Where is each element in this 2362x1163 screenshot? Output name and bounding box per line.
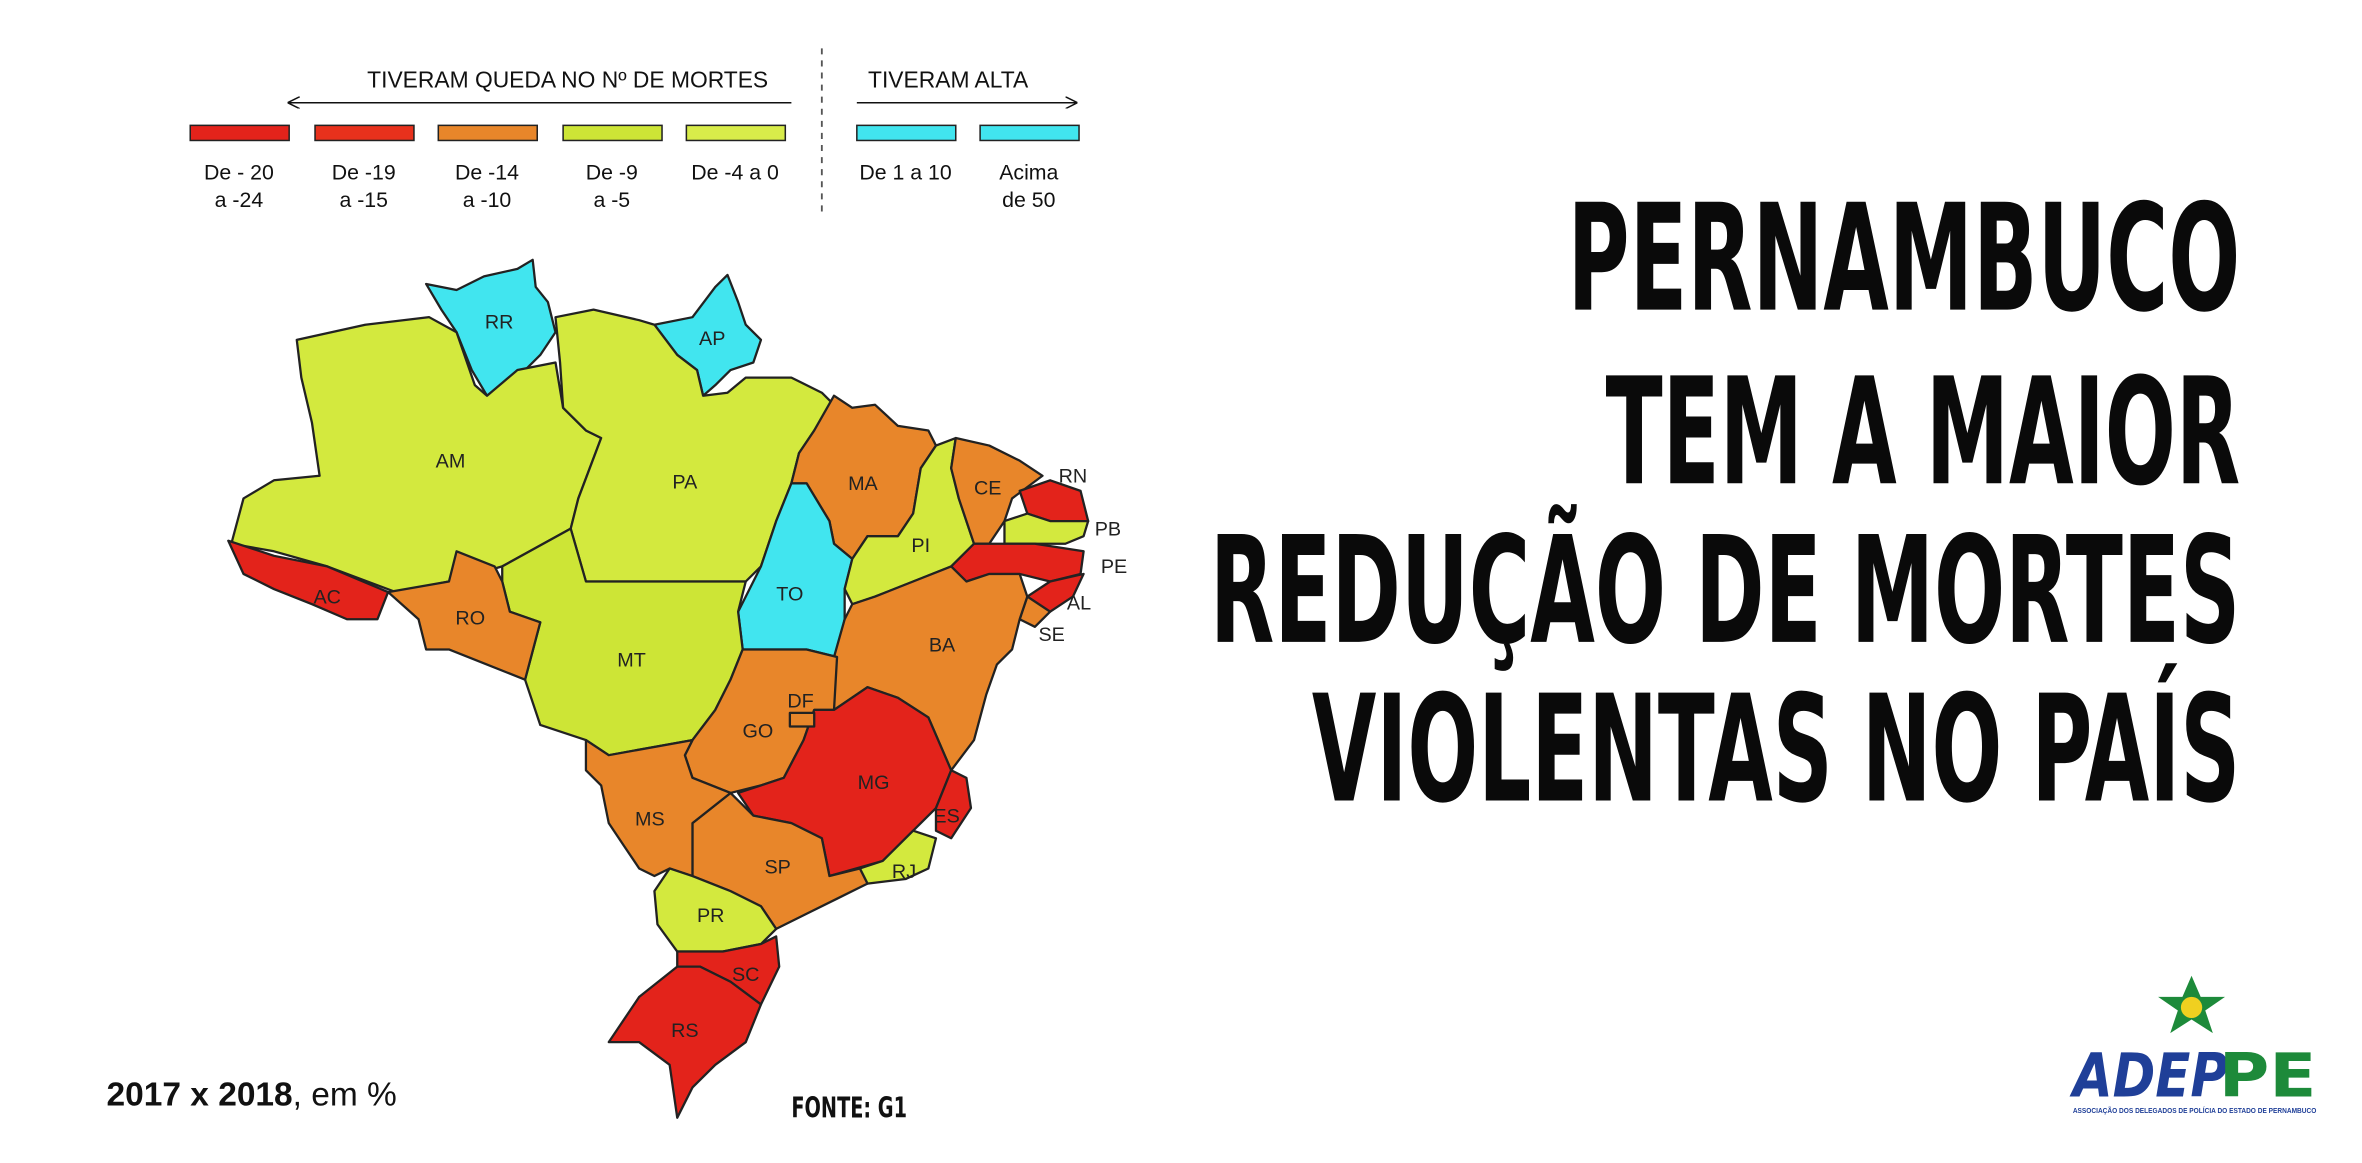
state-label: MS	[635, 808, 665, 830]
logo-emblem	[2180, 996, 2203, 1019]
state-label: TO	[776, 583, 803, 605]
legend-swatch	[979, 124, 1080, 142]
legend-swatch	[562, 124, 663, 142]
state	[934, 769, 973, 840]
headline-line: TEM A MAIOR	[1606, 347, 2241, 519]
state-label: AP	[699, 328, 725, 350]
logo-name: ADEP	[2069, 1042, 2228, 1112]
state	[788, 711, 816, 728]
state-label: PR	[697, 905, 724, 927]
state-label: RO	[455, 608, 485, 630]
headline-line: PERNAMBUCO	[1568, 173, 2241, 345]
state-label: MG	[858, 772, 890, 794]
legend-label: De 1 a 10	[859, 162, 951, 185]
state	[227, 539, 390, 621]
legend-label: De -4 a 0	[691, 162, 779, 185]
legend-label: De - 20	[204, 162, 274, 185]
state-label: SE	[1038, 624, 1064, 646]
source: FONTE: G1	[791, 1091, 907, 1125]
legend-swatch	[856, 124, 957, 142]
legend-label: a -24	[215, 189, 264, 212]
state-label: AM	[436, 450, 466, 472]
state-label: PB	[1095, 518, 1121, 540]
state-label: PE	[1101, 556, 1127, 578]
state-label: PI	[911, 535, 930, 557]
legend-header: TIVERAM QUEDA NO Nº DE MORTES	[367, 67, 768, 93]
legend-label: a -15	[339, 189, 388, 212]
state	[858, 829, 938, 885]
legend-label: de 50	[1002, 189, 1055, 212]
state-label: SC	[732, 964, 759, 986]
legend-label: De -9	[586, 162, 638, 185]
state-label: SP	[764, 857, 790, 879]
headline-line: VIOLENTAS NO PAÍS	[1312, 663, 2240, 836]
legend-swatch	[314, 124, 415, 142]
legend-label: De -14	[455, 162, 519, 185]
period-note: 2017 x 2018, em %	[107, 1077, 397, 1114]
state-label: MT	[617, 650, 646, 672]
state-label: PA	[672, 472, 698, 494]
legend-label: a -5	[593, 189, 630, 212]
state-label: RN	[1059, 466, 1088, 488]
legend-header: TIVERAM ALTA	[868, 67, 1029, 93]
period: 2017 x 2018	[107, 1077, 293, 1114]
state-label: AC	[313, 586, 340, 608]
state	[386, 550, 542, 681]
legend: De - 20 a -24 De -19 a -15 De -14 a -10 De -9 a…	[189, 124, 1080, 212]
state-label: DF	[787, 691, 813, 713]
state-label: RJ	[892, 861, 916, 883]
state	[607, 965, 763, 1119]
legend-label: Acima	[999, 162, 1058, 185]
state-label: BA	[929, 635, 956, 657]
state-label: CE	[974, 478, 1001, 500]
legend-label: De -19	[332, 162, 396, 185]
state-label: RR	[485, 311, 514, 333]
legend-label: a -10	[463, 189, 512, 212]
state-label: MA	[848, 473, 879, 495]
legend-swatch	[685, 124, 787, 142]
state-label: GO	[743, 721, 774, 743]
state-label: RS	[671, 1020, 698, 1042]
logo: ADEP PE ASSOCIAÇÃO DOS DELEGADOS DE POLÍ…	[2069, 975, 2317, 1115]
legend-swatch	[437, 124, 538, 142]
state-label: AL	[1067, 592, 1091, 614]
headline-line: REDUÇÃO DE MORTES	[1210, 504, 2240, 677]
legend-swatch	[189, 124, 290, 142]
logo-tagline: ASSOCIAÇÃO DOS DELEGADOS DE POLÍCIA DO E…	[2073, 1106, 2317, 1115]
state-label: ES	[933, 805, 959, 827]
headline: PERNAMBUCO TEM A MAIOR REDUÇÃO DE MORTES…	[1210, 173, 2240, 836]
logo-name: PE	[2219, 1042, 2316, 1112]
unit: , em %	[293, 1077, 397, 1114]
state	[1026, 572, 1085, 613]
